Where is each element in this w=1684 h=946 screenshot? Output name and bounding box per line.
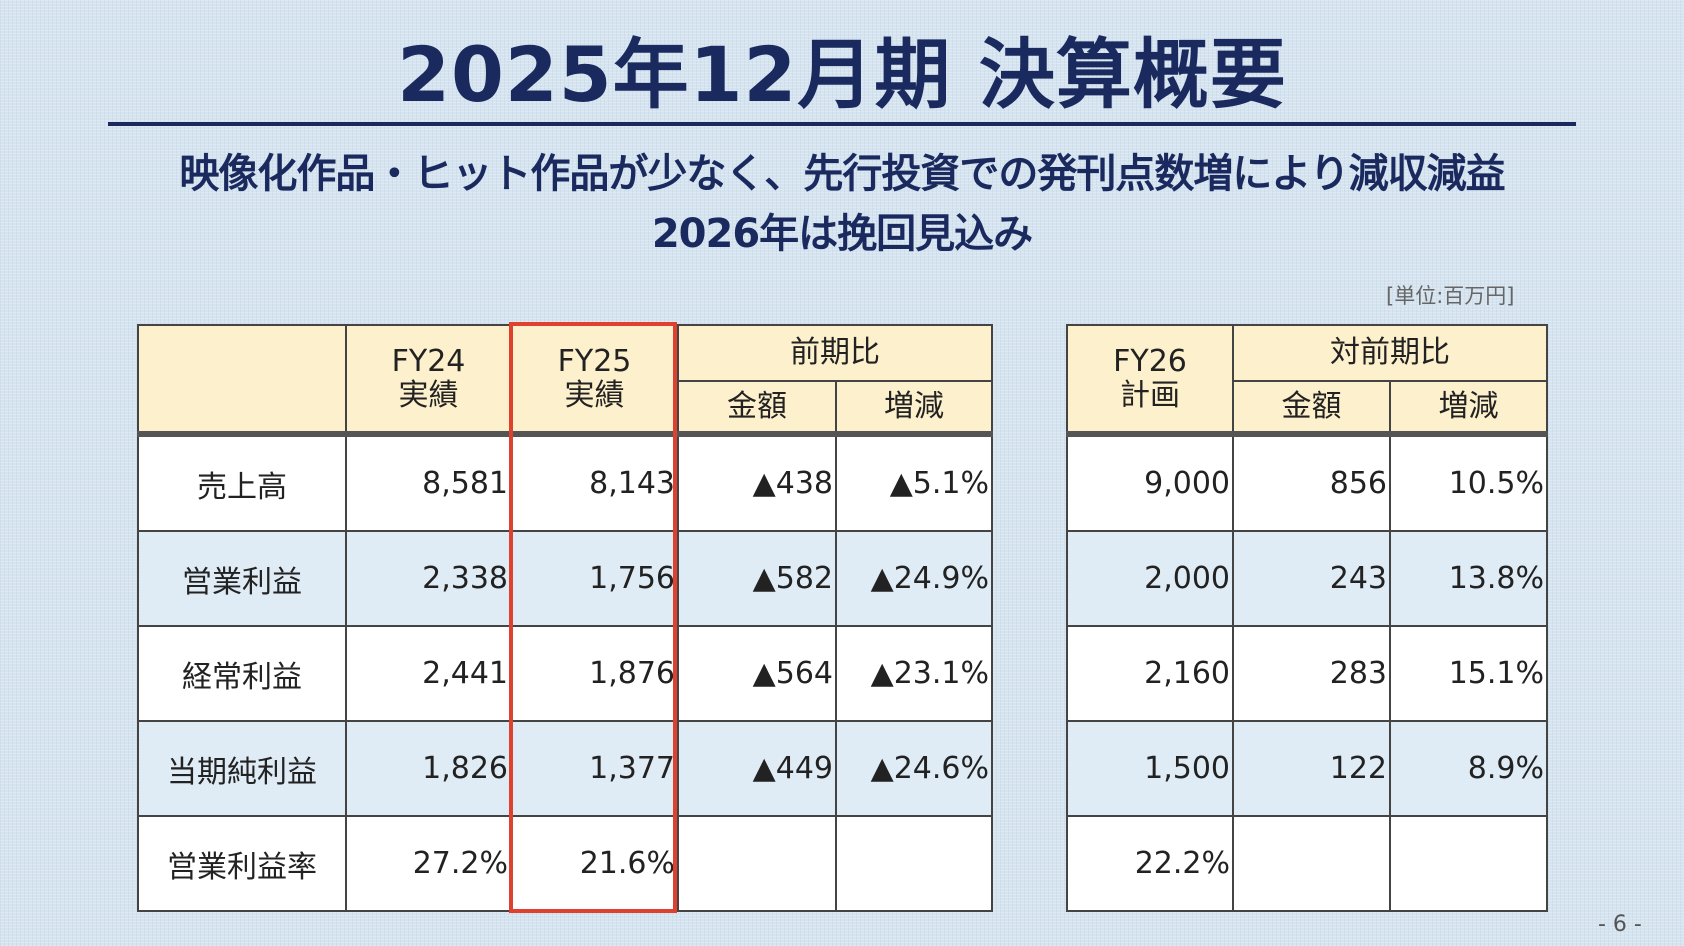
yoy-change: 13.8% [1389, 530, 1548, 627]
yoy-change: 10.5% [1389, 433, 1548, 532]
table-row: 2,160 283 15.1% [1066, 625, 1548, 722]
fy24-value: 1,826 [345, 720, 512, 817]
header-amount: 金額 [677, 380, 837, 437]
yoy-amount: ▲449 [677, 720, 837, 817]
header-yoy: 前期比 [677, 324, 993, 382]
yoy-change: ▲23.1% [835, 625, 993, 722]
yoy-amount: 243 [1232, 530, 1391, 627]
page-title: 2025年12月期 決算概要 [397, 30, 1287, 119]
row-label: 当期純利益 [137, 720, 347, 817]
table-row: 営業利益 2,338 1,756 ▲582 ▲24.9% [137, 530, 993, 627]
forecast-table: FY26 計画 対前期比 金額 増減 9,000 856 10.5% 2,000 … [1066, 324, 1548, 912]
fy25-label: FY25 [557, 343, 632, 379]
fy24-label: FY24 [391, 343, 466, 379]
table-row: 2,000 243 13.8% [1066, 530, 1548, 627]
yoy-amount: ▲438 [677, 433, 837, 532]
table-row: 9,000 856 10.5% [1066, 433, 1548, 532]
yoy-change: ▲24.9% [835, 530, 993, 627]
row-label: 営業利益 [137, 530, 347, 627]
page-number: - 6 - [1598, 912, 1642, 937]
header-yoy: 対前期比 [1232, 324, 1548, 382]
yoy-amount: 856 [1232, 433, 1391, 532]
yoy-amount [1232, 815, 1391, 912]
yoy-change [1389, 815, 1548, 912]
fy25-value: 1,377 [510, 720, 679, 817]
yoy-amount: ▲564 [677, 625, 837, 722]
fy26-value: 1,500 [1066, 720, 1234, 817]
subtitle-line-1: 映像化作品・ヒット作品が少なく、先行投資での発刊点数増により減収減益 [179, 151, 1505, 197]
yoy-amount: 283 [1232, 625, 1391, 722]
row-label: 売上高 [137, 433, 347, 532]
fy26-value: 22.2% [1066, 815, 1234, 912]
fy24-value: 27.2% [345, 815, 512, 912]
table-row: 経常利益 2,441 1,876 ▲564 ▲23.1% [137, 625, 993, 722]
table-row: 1,500 122 8.9% [1066, 720, 1548, 817]
table-row: 当期純利益 1,826 1,377 ▲449 ▲24.6% [137, 720, 993, 817]
yoy-change: ▲24.6% [835, 720, 993, 817]
fy26-value: 2,000 [1066, 530, 1234, 627]
fy24-value: 2,441 [345, 625, 512, 722]
header-change: 増減 [1389, 380, 1548, 437]
fy25-value: 1,876 [510, 625, 679, 722]
fy25-value: 21.6% [510, 815, 679, 912]
fy26-value: 2,160 [1066, 625, 1234, 722]
header-change: 増減 [835, 380, 993, 437]
row-label: 経常利益 [137, 625, 347, 722]
unit-label: [単位:百万円] [1386, 284, 1515, 308]
yoy-change: 15.1% [1389, 625, 1548, 722]
fy24-value: 8,581 [345, 433, 512, 532]
yoy-change [835, 815, 993, 912]
table-row: 営業利益率 27.2% 21.6% [137, 815, 993, 912]
fy26-value: 9,000 [1066, 433, 1234, 532]
header-fy26: FY26 計画 [1066, 324, 1234, 437]
row-label: 営業利益率 [137, 815, 347, 912]
yoy-amount: 122 [1232, 720, 1391, 817]
fy25-value: 8,143 [510, 433, 679, 532]
title-underline [108, 122, 1576, 126]
subtitle-line-2: 2026年は挽回見込み [651, 211, 1033, 257]
fy26-label: FY26 [1113, 343, 1187, 379]
header-fy25: FY25 実績 [510, 324, 679, 437]
fy25-value: 1,756 [510, 530, 679, 627]
yoy-amount: ▲582 [677, 530, 837, 627]
header-amount: 金額 [1232, 380, 1391, 437]
yoy-change: ▲5.1% [835, 433, 993, 532]
yoy-change: 8.9% [1389, 720, 1548, 817]
yoy-amount [677, 815, 837, 912]
header-blank [137, 324, 347, 437]
actual-label: 実績 [564, 377, 625, 413]
actual-label: 実績 [398, 377, 459, 413]
table-row: 売上高 8,581 8,143 ▲438 ▲5.1% [137, 433, 993, 532]
results-table: FY24 実績 FY25 実績 前期比 金額 増減 売上高 8,581 8,143 … [137, 324, 993, 912]
header-fy24: FY24 実績 [345, 324, 512, 437]
plan-label: 計画 [1120, 377, 1180, 413]
table-row: 22.2% [1066, 815, 1548, 912]
fy24-value: 2,338 [345, 530, 512, 627]
